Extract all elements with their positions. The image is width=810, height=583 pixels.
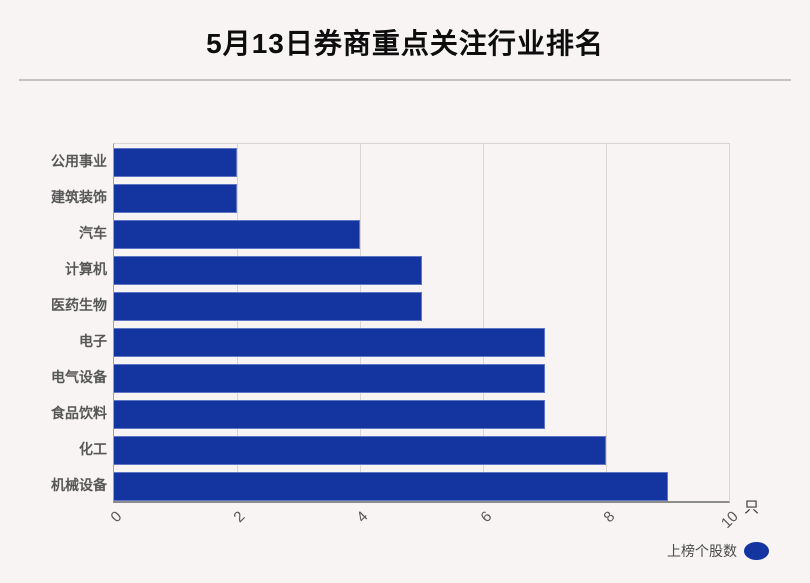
x-tick-label: 4 [353, 508, 372, 526]
plot-area [113, 143, 730, 503]
bar-机械设备 [114, 472, 668, 501]
category-label: 建筑装饰 [51, 189, 107, 205]
bar-row [114, 468, 729, 504]
y-axis-labels: 公用事业建筑装饰汽车计算机医药生物电子电气设备食品饮料化工机械设备 [0, 143, 107, 503]
bar-row [114, 396, 729, 432]
legend-marker-ellipse [744, 542, 769, 560]
legend: 上榜个股数 [667, 541, 769, 561]
chart-title: 5月13日券商重点关注行业排名 [206, 28, 604, 59]
bar-电气设备 [114, 364, 545, 393]
bar-row [114, 360, 729, 396]
category-label: 化工 [79, 441, 107, 457]
bar-row [114, 216, 729, 252]
x-tick-label: 8 [600, 508, 619, 526]
gridline-x-8 [606, 144, 607, 501]
bar-汽车 [114, 220, 360, 249]
bar-化工 [114, 436, 606, 465]
category-label: 汽车 [79, 225, 107, 241]
title-divider [19, 79, 791, 81]
x-axis-unit-label: 只 [744, 499, 760, 516]
bar-row [114, 252, 729, 288]
x-tick-label: 10 [718, 508, 743, 532]
gridline-x-6 [483, 144, 484, 501]
x-axis-tick-labels: 0 2 4 6 8 10 [107, 505, 742, 550]
category-label: 医药生物 [51, 297, 107, 313]
category-label: 食品饮料 [51, 405, 107, 421]
x-tick-label: 6 [477, 508, 496, 526]
bar-row [114, 432, 729, 468]
category-label: 机械设备 [51, 477, 107, 493]
gridline-x-2 [237, 144, 238, 501]
bar-row [114, 144, 729, 180]
bar-公用事业 [114, 148, 237, 177]
bar-row [114, 324, 729, 360]
category-label: 电气设备 [51, 369, 107, 385]
bar-食品饮料 [114, 400, 545, 429]
bar-计算机 [114, 256, 422, 285]
bar-row [114, 288, 729, 324]
category-label: 计算机 [65, 261, 107, 277]
x-tick-label: 0 [107, 508, 126, 526]
legend-label: 上榜个股数 [667, 543, 737, 559]
bar-row [114, 180, 729, 216]
category-label: 电子 [79, 333, 107, 349]
bar-电子 [114, 328, 545, 357]
category-label: 公用事业 [51, 153, 107, 169]
gridline-x-4 [360, 144, 361, 501]
bar-医药生物 [114, 292, 422, 321]
x-tick-label: 2 [230, 508, 249, 526]
bar-建筑装饰 [114, 184, 237, 213]
